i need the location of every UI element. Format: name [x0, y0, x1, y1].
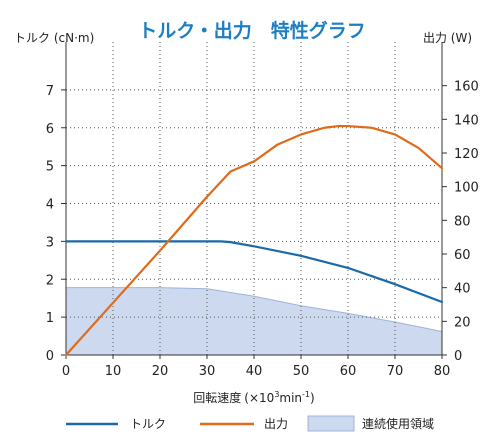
x-tick-label-40: 40 [246, 364, 263, 379]
y-left-tick-label-1: 1 [46, 311, 54, 326]
x-tick-label-50: 50 [293, 364, 310, 379]
grid-layer [66, 42, 442, 355]
legend-area-label: 連続使用領域 [362, 416, 434, 431]
y-axis-label-left: トルク (cN·m) [14, 31, 94, 45]
x-tick-label-0: 0 [62, 364, 70, 379]
x-tick-label-30: 30 [199, 364, 216, 379]
series-layer [64, 124, 444, 357]
ticks-layer: 0 10 20 30 40 50 60 70 8001234567020406080100120… [46, 80, 479, 379]
legend-power-label: 出力 [264, 417, 288, 431]
area-continuous-outline [66, 287, 443, 333]
y-left-tick-label-3: 3 [46, 235, 54, 250]
x-tick-label-70: 70 [387, 364, 404, 379]
y-left-tick-label-5: 5 [46, 160, 54, 175]
x-axis-label: 回転速度 (×103min-1) [193, 390, 314, 405]
x-tick-label-60: 60 [340, 364, 357, 379]
y-left-tick-label-4: 4 [46, 198, 54, 213]
y-axis-label-right: 出力 (W) [423, 31, 472, 45]
x-tick-label-80: 80 [434, 364, 451, 379]
y-right-tick-label-0: 0 [454, 349, 462, 364]
x-tick-label-20: 20 [152, 364, 169, 379]
x-tick-label-10: 10 [105, 364, 122, 379]
y-right-tick-label-160: 160 [454, 80, 479, 95]
y-right-tick-label-40: 40 [454, 282, 471, 297]
y-right-tick-label-120: 120 [454, 147, 479, 162]
y-left-tick-label-6: 6 [46, 122, 54, 137]
y-right-tick-label-100: 100 [454, 181, 479, 196]
y-right-tick-label-80: 80 [454, 214, 471, 229]
legend: トルク 出力 連続使用領域 [66, 415, 434, 432]
y-left-tick-label-7: 7 [46, 84, 54, 99]
power-line [64, 124, 444, 357]
area-continuous-region [66, 287, 442, 355]
torque-line [64, 240, 444, 304]
y-right-tick-label-140: 140 [454, 113, 479, 128]
y-right-tick-label-20: 20 [454, 315, 471, 330]
y-left-tick-label-2: 2 [46, 273, 54, 288]
y-left-tick-label-0: 0 [46, 349, 54, 364]
legend-area-swatch [307, 415, 355, 432]
chart-title: トルク・出力 特性グラフ [138, 19, 366, 42]
area-layer [66, 287, 443, 355]
legend-torque-label: トルク [130, 417, 166, 431]
y-right-tick-label-60: 60 [454, 248, 471, 263]
